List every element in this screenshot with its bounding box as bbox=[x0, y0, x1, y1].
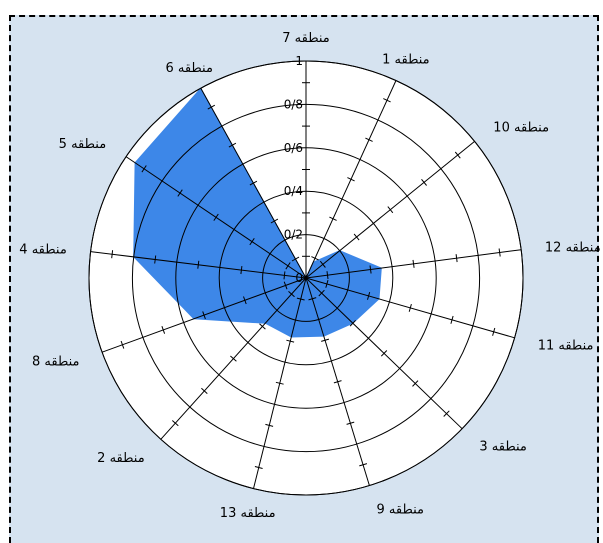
category-label: منطقه 8 bbox=[32, 354, 80, 369]
category-label: منطقه 13 bbox=[220, 506, 276, 521]
r-tick-label: 1 bbox=[295, 54, 303, 68]
category-label: منطقه 1 bbox=[382, 53, 430, 68]
category-label: منطقه 4 bbox=[19, 243, 67, 258]
r-tick-label: 0/4 bbox=[284, 184, 303, 198]
r-tick-label: 0/6 bbox=[284, 141, 303, 155]
category-label: منطقه 7 bbox=[282, 31, 330, 46]
category-label: منطقه 6 bbox=[165, 61, 213, 76]
category-label: منطقه 3 bbox=[479, 439, 527, 454]
category-label: منطقه 10 bbox=[493, 120, 549, 135]
category-label: منطقه 9 bbox=[377, 503, 425, 518]
r-tick-label: 0 bbox=[295, 271, 303, 285]
r-tick-label: 0/8 bbox=[284, 97, 303, 111]
category-label: منطقه 11 bbox=[538, 338, 594, 353]
category-label: منطقه 5 bbox=[59, 137, 107, 152]
category-label: منطقه 12 bbox=[545, 241, 601, 256]
r-tick-label: 0/2 bbox=[284, 228, 303, 242]
category-label: منطقه 2 bbox=[97, 451, 145, 466]
